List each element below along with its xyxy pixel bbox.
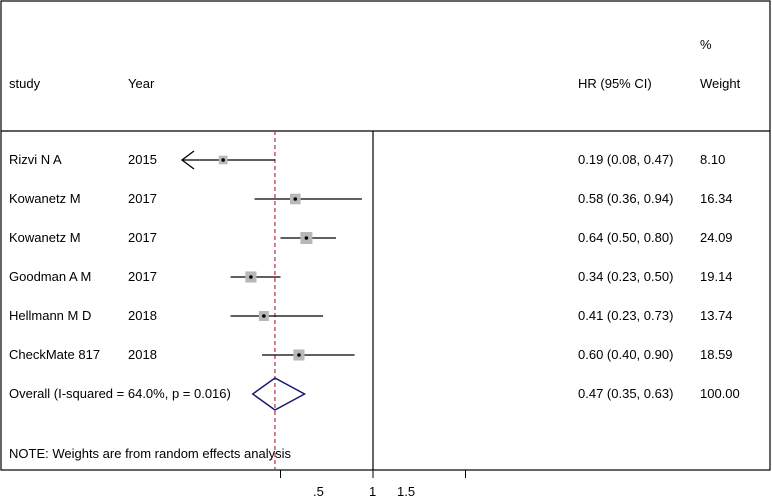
- footnote: NOTE: Weights are from random effects an…: [9, 446, 292, 461]
- x-tick-label: 1.5: [397, 484, 416, 499]
- study-year: 2018: [128, 347, 157, 362]
- x-tick-label: 1: [369, 484, 377, 499]
- ci-arrow-left: [180, 150, 195, 170]
- point-estimate: [221, 158, 225, 162]
- study-ci: 0.34 (0.23, 0.50): [578, 269, 674, 284]
- col-header-hr: HR (95% CI): [578, 76, 652, 91]
- x-tick-label: .5: [313, 484, 324, 499]
- study-year: 2017: [128, 230, 157, 245]
- study-name: Kowanetz M: [9, 191, 81, 206]
- point-estimate: [304, 236, 309, 240]
- study-weight: 13.74: [700, 308, 733, 323]
- overall-ci: 0.47 (0.35, 0.63): [578, 386, 674, 401]
- overall-weight: 100.00: [700, 386, 740, 401]
- col-header-study: study: [9, 76, 41, 91]
- study-name: CheckMate 817: [9, 347, 101, 362]
- study-name: Goodman A M: [9, 269, 92, 284]
- point-estimate: [293, 197, 298, 201]
- col-header-weight: Weight: [700, 76, 741, 91]
- col-header-weight-pct: %: [700, 37, 712, 52]
- study-weight: 16.34: [700, 191, 733, 206]
- col-header-year: Year: [128, 76, 155, 91]
- point-estimate: [262, 314, 266, 318]
- study-name: Kowanetz M: [9, 230, 81, 245]
- study-ci: 0.60 (0.40, 0.90): [578, 347, 674, 362]
- point-estimate: [249, 275, 253, 279]
- plot-frame: [0, 0, 771, 471]
- study-weight: 8.10: [700, 152, 726, 167]
- study-weight: 18.59: [700, 347, 733, 362]
- study-year: 2015: [128, 152, 157, 167]
- study-weight: 24.09: [700, 230, 733, 245]
- study-ci: 0.58 (0.36, 0.94): [578, 191, 674, 206]
- study-ci: 0.64 (0.50, 0.80): [578, 230, 674, 245]
- study-year: 2017: [128, 269, 157, 284]
- study-year: 2017: [128, 191, 157, 206]
- study-ci: 0.41 (0.23, 0.73): [578, 308, 674, 323]
- overall-label: Overall (I-squared = 64.0%, p = 0.016): [9, 386, 231, 401]
- study-ci: 0.19 (0.08, 0.47): [578, 152, 674, 167]
- study-year: 2018: [128, 308, 157, 323]
- study-weight: 19.14: [700, 269, 733, 284]
- point-estimate: [297, 353, 301, 357]
- study-name: Rizvi N A: [9, 152, 62, 167]
- study-name: Hellmann M D: [9, 308, 92, 323]
- overall-diamond: [251, 377, 307, 411]
